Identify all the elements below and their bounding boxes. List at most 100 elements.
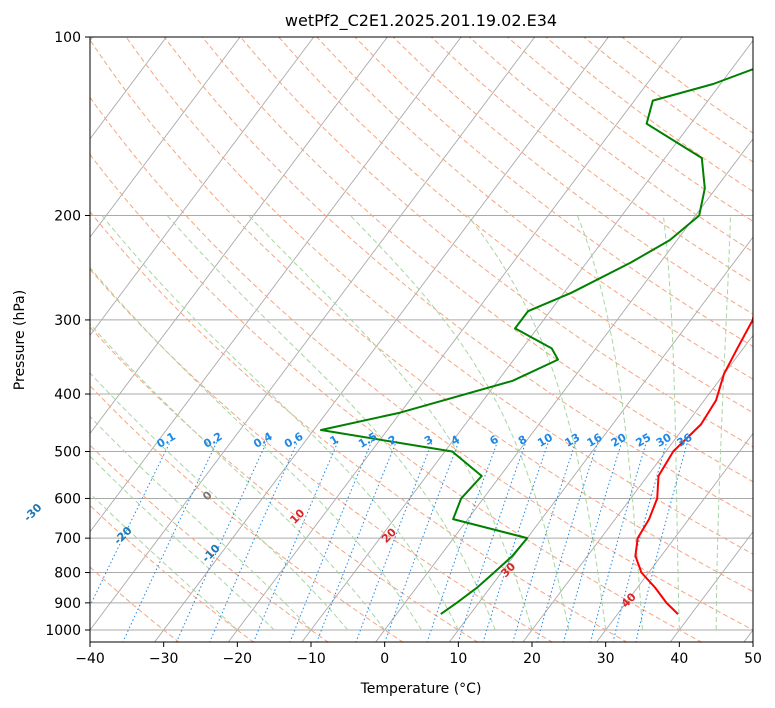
mixing-ratio-label: 16 <box>585 431 605 450</box>
mixing-ratio-line <box>355 440 434 642</box>
dry-adiabat-label: -30 <box>21 501 44 524</box>
dry-adiabat-label: -20 <box>111 524 134 547</box>
x-tick-label: −10 <box>296 651 326 667</box>
dry-adiabat-line <box>90 153 703 642</box>
y-tick-label: 100 <box>54 30 81 46</box>
dry-adiabat-line <box>90 96 753 631</box>
moist-adiabat-line <box>90 455 275 631</box>
moist-adiabat-line <box>166 215 496 631</box>
isotherm-line <box>375 138 753 642</box>
plot-frame <box>89 36 754 643</box>
dry-adiabat-line <box>90 444 329 642</box>
mixing-ratio-line <box>384 440 460 642</box>
isotherm-line <box>90 37 241 238</box>
isotherm-line <box>90 37 388 435</box>
dry-adiabat-line <box>621 37 753 134</box>
mixing-ratio-line <box>512 440 577 642</box>
y-tick-label: 300 <box>54 313 81 329</box>
dewpoint-profile-line <box>320 68 753 615</box>
moist-adiabat-line <box>90 492 238 631</box>
mixing-ratio-line <box>590 440 648 642</box>
x-tick-label: 40 <box>670 651 688 667</box>
mixing-ratio-label: 3 <box>422 433 435 448</box>
x-tick-label: 0 <box>380 651 389 667</box>
x-tick-label: 10 <box>449 651 467 667</box>
mixing-ratio-label: 25 <box>633 431 653 450</box>
moist-adiabat-line <box>467 215 607 631</box>
y-tick-label: 500 <box>54 444 81 460</box>
background-lines <box>90 37 753 642</box>
isotherm-line <box>227 37 683 642</box>
mixing-ratio-label: 1.5 <box>356 430 379 451</box>
mixing-ratio-label: 1 <box>328 433 341 448</box>
dry-adiabat-line <box>545 37 753 192</box>
x-axis-label: Temperature (°C) <box>360 681 482 697</box>
chart-title: wetPf2_C2E1.2025.201.19.02.E34 <box>285 11 557 31</box>
isotherm-line <box>90 37 167 140</box>
dry-adiabat-line <box>202 37 753 483</box>
dry-adiabat-line <box>507 37 753 222</box>
dry-adiabat-line <box>430 37 753 284</box>
line-labels: -100-90-80-70-60-50-40-30-20-10010203040… <box>21 430 694 611</box>
moist-adiabat-line <box>90 266 422 631</box>
isotherm-line <box>669 531 753 642</box>
isotherm-line <box>90 37 536 631</box>
moist-adiabat-line <box>248 215 533 631</box>
mixing-ratio-line <box>209 440 299 642</box>
dry-adiabat-label: 30 <box>498 560 518 580</box>
mixing-ratio-line <box>122 440 218 642</box>
mixing-ratio-line <box>289 440 373 642</box>
dry-adiabat-line <box>90 384 404 642</box>
y-tick-label: 800 <box>54 566 81 582</box>
moist-adiabat-line <box>576 215 643 631</box>
dry-adiabat-line <box>90 268 553 642</box>
mixing-ratio-line <box>457 440 527 642</box>
mixing-ratio-line <box>635 440 689 642</box>
dry-adiabat-line <box>240 37 753 448</box>
x-tick-label: −30 <box>149 651 179 667</box>
mixing-ratio-label: 0.6 <box>282 430 306 451</box>
isotherm-line <box>743 629 753 642</box>
x-tick-label: 50 <box>744 651 762 667</box>
isotherm-line <box>522 334 753 642</box>
dry-adiabat-line <box>354 37 753 348</box>
profiles <box>320 68 753 615</box>
mixing-ratio-line <box>612 440 668 642</box>
dry-adiabat-label: 10 <box>287 506 307 526</box>
mixing-ratio-label: 4 <box>449 433 462 448</box>
y-tick-label: 1000 <box>45 623 81 639</box>
dry-adiabat-line <box>125 37 753 555</box>
dry-adiabat-label: -10 <box>199 542 222 565</box>
mixing-ratio-line <box>563 440 623 642</box>
moist-adiabat-line <box>90 415 312 631</box>
moist-adiabat-line <box>90 323 386 631</box>
y-axis: 100 200 300 400 500 600 700 800 900 1000 <box>45 30 90 639</box>
x-axis: −40 −30 −20 −10 0 10 20 30 40 50 <box>75 642 762 667</box>
moist-adiabat-line <box>662 215 680 630</box>
moist-adiabat-line <box>101 215 459 631</box>
isotherm-line <box>596 432 753 642</box>
mixing-ratio-label: 2 <box>386 433 399 448</box>
mixing-ratio-label: 0.1 <box>155 430 178 451</box>
isotherm-line <box>90 37 462 533</box>
y-tick-label: 400 <box>54 387 81 403</box>
y-tick-label: 600 <box>54 491 81 507</box>
dry-adiabat-label: 0 <box>200 488 215 503</box>
x-tick-label: 20 <box>523 651 541 667</box>
mixing-ratio-label: 0.2 <box>201 430 224 451</box>
moist-adiabat-line <box>90 372 349 631</box>
y-tick-label: 900 <box>54 596 81 612</box>
dry-adiabat-line <box>278 37 753 414</box>
mixing-ratio-line <box>426 440 499 642</box>
dry-adiabat-label: 20 <box>379 525 399 545</box>
mixing-ratio-line <box>536 440 599 642</box>
dry-adiabat-line <box>90 566 180 642</box>
temperature-profile-line <box>634 313 753 615</box>
dry-adiabat-line <box>90 210 628 642</box>
x-tick-label: −20 <box>223 651 253 667</box>
x-tick-label: 30 <box>597 651 615 667</box>
mixing-ratio-label: 6 <box>487 433 500 448</box>
y-tick-label: 200 <box>54 209 81 225</box>
mixing-ratio-line <box>176 440 268 642</box>
